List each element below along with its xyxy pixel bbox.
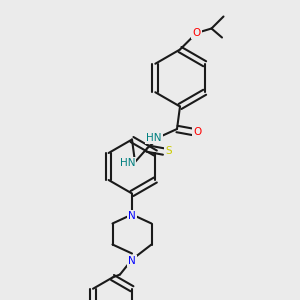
Text: HN: HN [120,158,135,169]
Text: N: N [128,211,136,221]
Text: O: O [192,28,201,38]
Text: O: O [193,127,202,137]
Text: N: N [128,256,136,266]
Text: S: S [165,146,172,157]
Text: HN: HN [146,133,162,143]
